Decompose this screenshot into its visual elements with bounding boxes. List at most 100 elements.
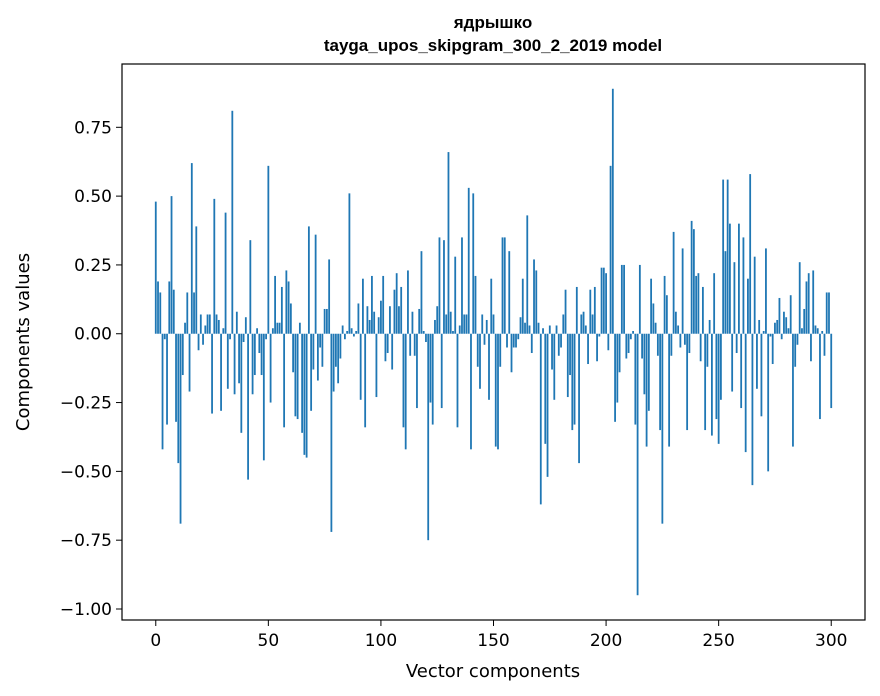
bar-170 [537,322,540,334]
y-tick-label-3: −0.25 [60,394,112,414]
bar-48 [262,333,265,461]
y-tick-label-2: −0.50 [60,462,112,482]
bar-26 [213,198,216,334]
bar-117 [418,308,421,334]
bar-247 [711,333,713,436]
x-tick-label-100: 100 [365,631,397,651]
bar-220 [650,278,653,334]
bar-146 [483,333,486,345]
bar-144 [479,333,481,389]
bar-112 [407,270,409,334]
bar-184 [569,333,571,376]
bar-126 [438,237,441,334]
bar-70 [312,333,315,370]
bar-29 [220,333,222,411]
bar-189 [580,314,583,334]
x-tick-label-300: 300 [815,631,847,651]
bar-115 [413,333,416,356]
bar-78 [330,333,333,532]
bar-188 [578,333,580,464]
bar-298 [825,292,828,334]
bar-30 [222,328,225,334]
bar-17 [193,292,195,334]
bar-269 [760,333,763,417]
bar-221 [652,303,655,334]
bar-291 [810,333,812,362]
bar-138 [465,314,468,334]
bar-142 [474,275,477,334]
bar-181 [562,314,565,334]
bar-28 [217,319,220,334]
y-axis-label: Components values [13,253,34,431]
bar-94 [366,306,369,334]
bar-108 [398,306,400,334]
bar-246 [708,319,711,334]
bar-270 [762,330,765,334]
bar-23 [206,314,209,334]
chart-title: ядрышко [453,13,532,32]
bar-35 [233,333,236,395]
bar-290 [807,273,810,334]
bar-97 [373,311,376,334]
bar-230 [672,231,675,334]
bar-6 [168,281,171,334]
bar-68 [307,226,310,334]
bar-44 [253,333,256,376]
bar-251 [720,333,722,400]
bar-256 [731,333,734,392]
bar-164 [524,322,526,334]
bar-65 [301,333,304,433]
bar-134 [456,333,459,428]
bar-299 [828,292,830,334]
bar-203 [611,88,614,334]
bar-278 [780,333,783,340]
bar-43 [251,333,254,395]
bar-90 [357,303,360,334]
bar-111 [404,333,407,450]
bar-91 [359,333,362,400]
bar-264 [749,174,752,334]
bar-231 [674,311,677,334]
bar-250 [717,333,720,444]
bar-293 [814,325,817,334]
bar-1 [157,281,159,334]
bar-77 [328,259,331,334]
bar-287 [801,328,803,334]
bar-210 [627,333,630,354]
x-axis-ticks: 0 50 100 150 200 250 300 [150,620,847,651]
bar-52 [271,328,274,334]
bar-27 [215,314,218,334]
bar-206 [618,333,621,373]
bar-57 [283,333,286,428]
bar-282 [789,295,792,334]
bar-284 [794,333,797,367]
bar-154 [501,237,504,334]
bar-149 [490,278,493,334]
bar-148 [488,333,490,400]
bar-39 [242,333,245,342]
bar-183 [566,333,569,398]
bar-244 [704,333,707,431]
bar-152 [497,333,499,450]
bar-233 [679,333,682,348]
bar-182 [564,289,567,334]
bar-129 [445,314,448,334]
bar-18 [195,226,198,334]
bar-175 [548,325,551,334]
bar-135 [458,325,461,334]
bar-80 [334,333,337,367]
bar-147 [485,319,488,334]
bar-186 [573,333,576,425]
bar-130 [447,152,450,334]
y-tick-label-1: −0.75 [60,531,112,551]
bar-294 [816,328,819,334]
bar-24 [208,314,211,334]
bar-153 [499,333,502,367]
bar-79 [332,333,335,392]
bar-60 [289,303,292,334]
bar-168 [533,259,535,334]
bar-176 [551,333,553,370]
y-tick-label-7: 0.75 [74,118,112,138]
bar-243 [701,286,704,334]
bar-62 [294,333,297,417]
